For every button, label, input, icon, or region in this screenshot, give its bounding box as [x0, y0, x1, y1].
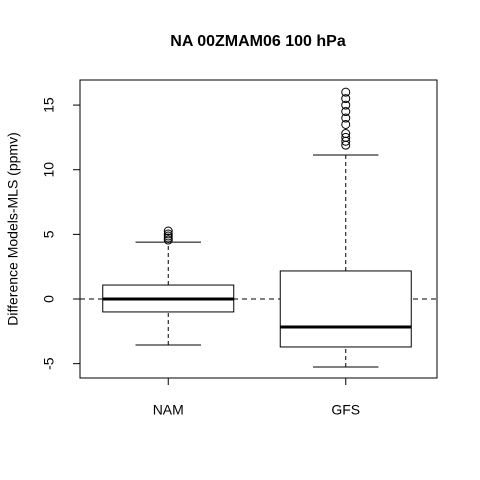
outlier — [341, 129, 351, 139]
y-tick-label: 0 — [41, 295, 57, 303]
x-tick-label: GFS — [331, 402, 360, 418]
outlier — [163, 229, 173, 239]
outlier — [341, 107, 351, 117]
outlier — [341, 87, 351, 97]
y-tick-label: 15 — [41, 97, 57, 113]
outlier — [163, 231, 173, 241]
outlier — [341, 119, 351, 129]
outlier — [341, 94, 351, 104]
y-tick-label: -5 — [41, 357, 57, 370]
y-tick-label: 10 — [41, 162, 57, 178]
outlier — [341, 100, 351, 110]
y-tick-label: 5 — [41, 230, 57, 238]
outlier — [163, 226, 173, 236]
chart-title: NA 00ZMAM06 100 hPa — [170, 33, 346, 50]
outlier — [341, 132, 351, 142]
outlier — [341, 113, 351, 123]
box — [279, 270, 412, 348]
x-tick-label: NAM — [153, 402, 184, 418]
y-axis-label: Difference Models-MLS (ppmv) — [5, 132, 21, 325]
outlier — [163, 235, 173, 245]
